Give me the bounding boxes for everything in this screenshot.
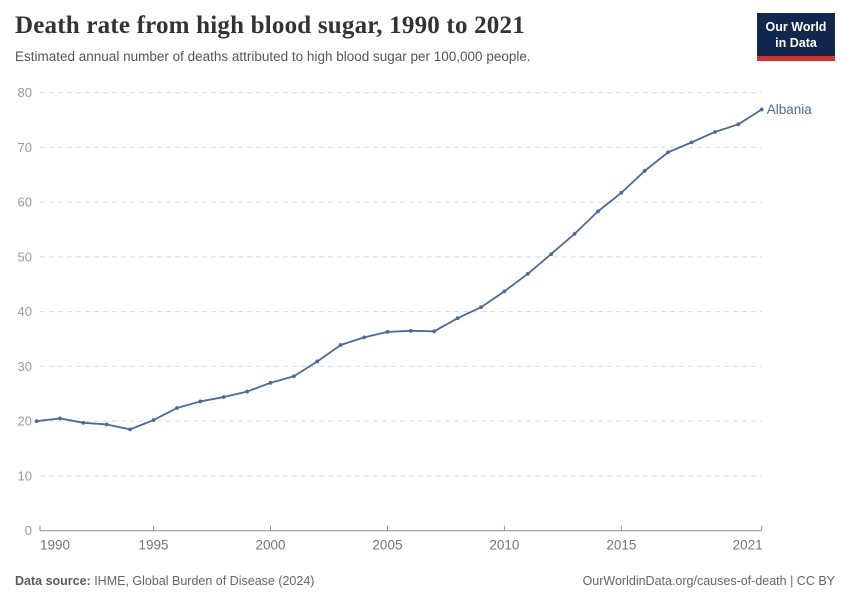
- x-tick-label: 2005: [372, 538, 402, 553]
- y-tick-label: 60: [18, 195, 32, 210]
- data-point: [245, 389, 250, 394]
- data-point: [104, 422, 109, 427]
- data-point: [479, 305, 483, 310]
- data-point: [619, 190, 624, 195]
- data-point: [549, 252, 554, 257]
- data-point: [128, 427, 133, 432]
- y-tick-label: 10: [18, 468, 32, 483]
- y-tick-label: 30: [18, 359, 32, 374]
- x-tick-label: 2010: [489, 538, 519, 553]
- data-point: [175, 406, 179, 410]
- data-point: [408, 328, 413, 333]
- data-line: [36, 108, 763, 431]
- y-tick-label: 70: [18, 140, 32, 155]
- data-source-text: IHME, Global Burden of Disease (2024): [90, 574, 315, 588]
- data-point: [759, 107, 764, 112]
- y-tick-label: 20: [18, 414, 32, 429]
- owid-logo[interactable]: Our World in Data: [757, 13, 835, 61]
- data-source-label: Data source:: [15, 574, 91, 588]
- data-point: [736, 122, 741, 127]
- y-tick-label: 0: [25, 523, 32, 538]
- y-tick-label: 50: [18, 249, 32, 264]
- x-tick-label: 1995: [139, 538, 169, 553]
- x-tick-label: 2000: [255, 538, 285, 553]
- owid-logo-line1: Our World: [765, 20, 827, 34]
- data-point: [713, 130, 717, 134]
- data-point: [58, 416, 62, 421]
- data-point: [572, 231, 577, 236]
- page-title: Death rate from high blood sugar, 1990 t…: [15, 12, 525, 39]
- data-source: Data source: IHME, Global Burden of Dise…: [15, 574, 314, 588]
- data-point: [502, 289, 507, 294]
- data-point: [315, 359, 320, 364]
- data-point: [268, 380, 273, 385]
- data-point: [455, 316, 460, 321]
- data-point: [596, 209, 600, 214]
- data-point: [385, 329, 390, 334]
- data-point: [34, 419, 39, 424]
- data-point: [291, 374, 296, 379]
- data-point: [81, 420, 86, 425]
- chart-footer: Data source: IHME, Global Burden of Dise…: [15, 574, 835, 588]
- owid-logo-line2: in Data: [775, 36, 817, 51]
- series-end-label[interactable]: Albania: [767, 102, 813, 117]
- x-tick-label: 2015: [606, 538, 636, 553]
- data-point: [338, 343, 343, 347]
- data-point: [525, 271, 530, 276]
- x-tick-label: 1990: [40, 538, 70, 553]
- credit-link[interactable]: OurWorldinData.org/causes-of-death | CC …: [582, 574, 835, 588]
- data-point: [198, 399, 203, 404]
- data-point: [221, 395, 226, 399]
- y-tick-label: 40: [18, 304, 32, 319]
- data-point: [362, 335, 366, 340]
- x-tick-label: 2021: [733, 538, 763, 553]
- chart-header: Death rate from high blood sugar, 1990 t…: [15, 12, 835, 64]
- data-point: [151, 418, 156, 422]
- chart-subtitle: Estimated annual number of deaths attrib…: [15, 48, 531, 64]
- data-point: [642, 168, 647, 173]
- data-point: [432, 329, 437, 334]
- data-point: [666, 150, 671, 155]
- data-point: [689, 140, 694, 145]
- y-tick-label: 80: [18, 85, 32, 100]
